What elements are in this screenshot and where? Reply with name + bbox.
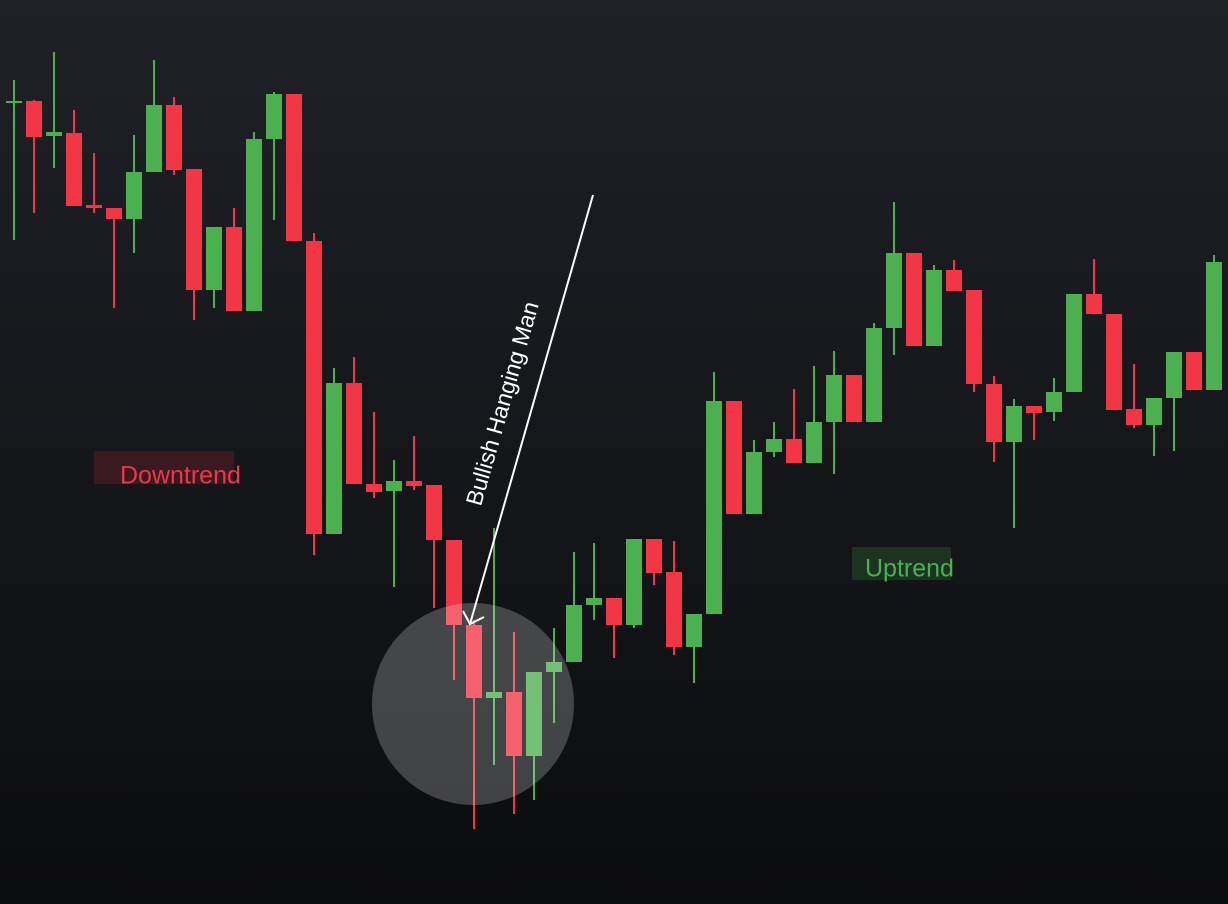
candle-body <box>566 605 582 662</box>
candle-body <box>126 172 142 219</box>
candle-body <box>166 105 182 170</box>
candle-body <box>706 401 722 614</box>
candle-body <box>206 227 222 290</box>
candle-body <box>6 101 22 103</box>
candle-body <box>746 452 762 514</box>
candle-body <box>666 572 682 647</box>
candle-body <box>726 401 742 514</box>
downtrend-label: Downtrend <box>120 462 241 490</box>
candle-body <box>766 439 782 452</box>
candle-body <box>86 205 102 208</box>
candle-body <box>1046 392 1062 412</box>
candle-body <box>306 241 322 534</box>
candle-body <box>1206 262 1222 390</box>
candle-body <box>226 227 242 311</box>
candle-body <box>1106 314 1122 410</box>
candle-body <box>846 375 862 422</box>
candle-body <box>926 270 942 346</box>
candle-body <box>1086 294 1102 314</box>
candle-body <box>586 598 602 605</box>
candles <box>6 52 1222 829</box>
candle-body <box>1166 352 1182 398</box>
candle-body <box>1026 406 1042 413</box>
candle-body <box>26 101 42 137</box>
uptrend-box <box>852 547 951 580</box>
candle-body <box>546 662 562 672</box>
candle-body <box>1006 406 1022 442</box>
candle-body <box>326 383 342 534</box>
candle-body <box>246 139 262 311</box>
candle-body <box>606 598 622 625</box>
candle-body <box>1146 398 1162 425</box>
candle-body <box>826 375 842 422</box>
candle-body <box>366 484 382 492</box>
candle-body <box>686 614 702 647</box>
candle-body <box>866 328 882 422</box>
candle-body <box>966 290 982 384</box>
candle-body <box>66 133 82 206</box>
candle-body <box>386 481 402 491</box>
candle-body <box>786 439 802 463</box>
pointer-line <box>469 194 594 625</box>
highlight-circle <box>372 603 574 805</box>
candle-body <box>406 481 422 486</box>
candle-body <box>186 169 202 290</box>
candle-body <box>1126 409 1142 425</box>
candle-body <box>506 692 522 756</box>
candle-body <box>806 422 822 463</box>
candle-body <box>286 94 302 241</box>
candle-body <box>446 540 462 625</box>
candle-body <box>466 625 482 698</box>
candle-body <box>426 485 442 540</box>
candle-body <box>1066 294 1082 392</box>
candle-body <box>346 383 362 484</box>
candle-body <box>266 94 282 139</box>
candle-body <box>486 692 502 698</box>
candle-body <box>646 539 662 573</box>
candle-body <box>1186 352 1202 390</box>
candle-body <box>986 384 1002 442</box>
pointer-arrowhead <box>462 610 485 626</box>
candle-body <box>106 208 122 219</box>
candle-body <box>626 539 642 625</box>
uptrend-label: Uptrend <box>865 555 954 583</box>
candle-body <box>946 270 962 291</box>
candle-body <box>906 253 922 346</box>
candle-body <box>46 132 62 136</box>
candle-body <box>146 105 162 172</box>
candle-body <box>886 253 902 328</box>
downtrend-box <box>94 451 234 484</box>
candle-body <box>526 672 542 756</box>
